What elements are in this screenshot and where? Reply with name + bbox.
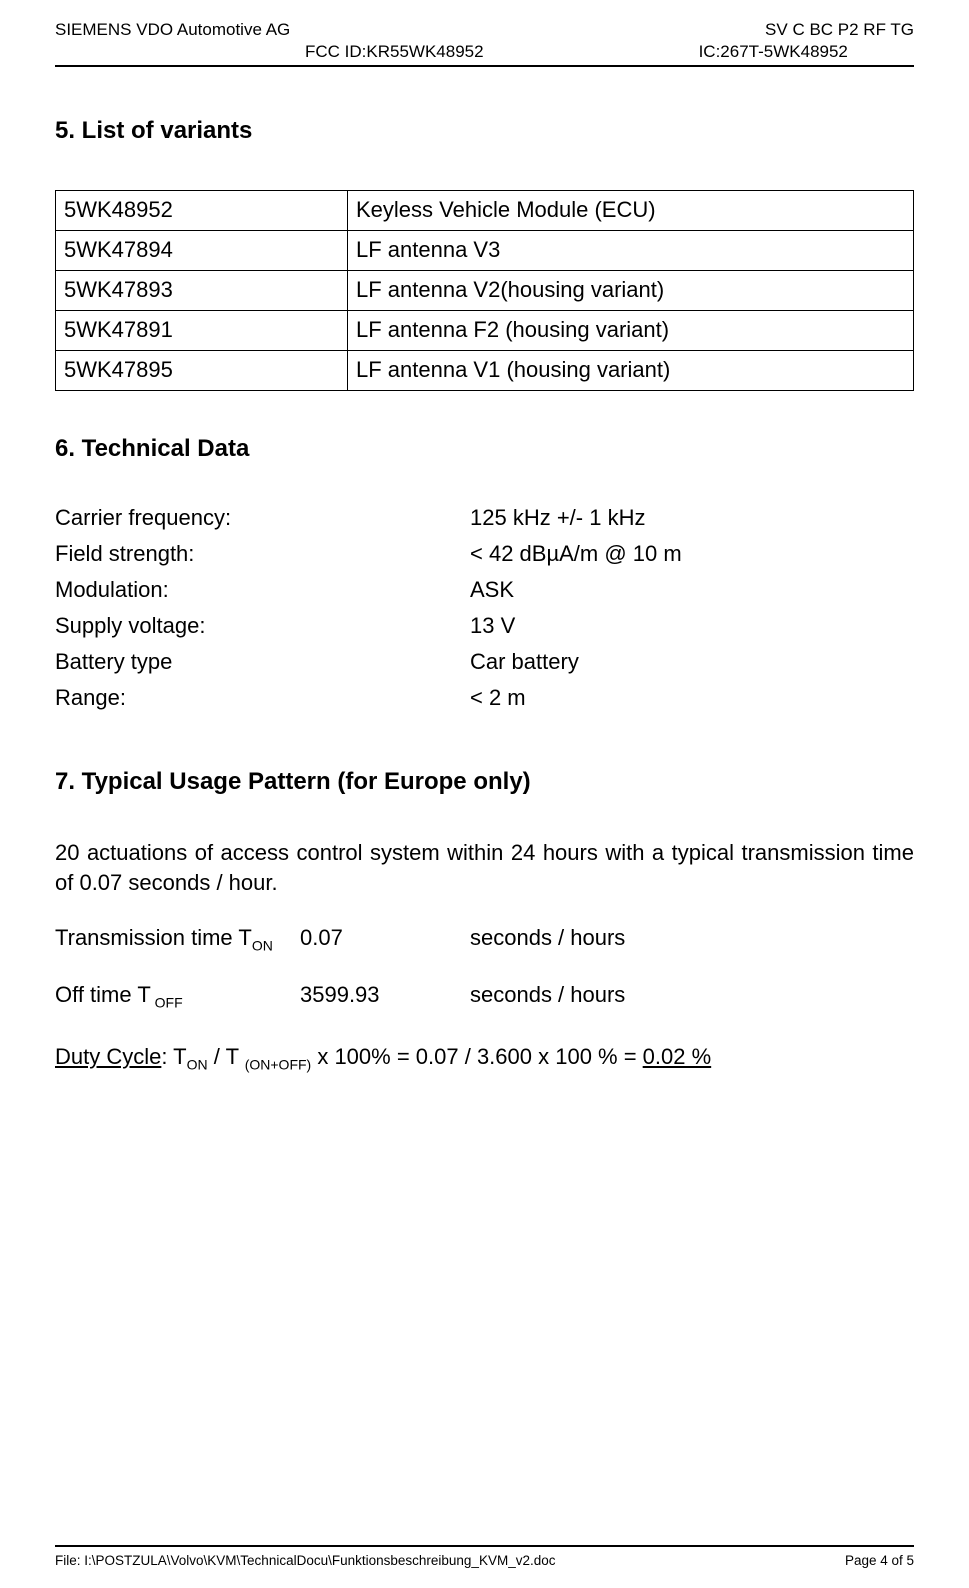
section5-title: 5. List of variants <box>55 117 914 145</box>
variant-code: 5WK47894 <box>56 231 348 271</box>
variant-desc: LF antenna F2 (housing variant) <box>348 311 914 351</box>
toff-unit: seconds / hours <box>470 982 625 1010</box>
duty-mid: x 100% = 0.07 / 3.600 x 100 % = <box>311 1044 642 1069</box>
tech-row: Field strength:< 42 dBµA/m @ 10 m <box>55 541 914 567</box>
table-row: 5WK47894LF antenna V3 <box>56 231 914 271</box>
variant-desc: LF antenna V1 (housing variant) <box>348 351 914 391</box>
toff-label: Off time T <box>55 982 151 1007</box>
header-ic: IC:267T-5WK48952 <box>699 42 848 62</box>
header-company: SIEMENS VDO Automotive AG <box>55 20 290 40</box>
page-header: SIEMENS VDO Automotive AG SV C BC P2 RF … <box>55 20 914 67</box>
ton-value: 0.07 <box>300 925 470 953</box>
tech-key: Battery type <box>55 649 470 675</box>
page-footer: File: I:\POSTZULA\Volvo\KVM\TechnicalDoc… <box>55 1545 914 1568</box>
duty-sub1: ON <box>187 1057 208 1073</box>
tech-val: < 2 m <box>470 685 526 711</box>
tech-row: Range:< 2 m <box>55 685 914 711</box>
duty-cycle-row: Duty Cycle: TON / T (ON+OFF) x 100% = 0.… <box>55 1044 914 1072</box>
duty-result: 0.02 % <box>643 1044 712 1069</box>
tech-row: Carrier frequency:125 kHz +/- 1 kHz <box>55 505 914 531</box>
table-row: 5WK47895LF antenna V1 (housing variant) <box>56 351 914 391</box>
ton-row: Transmission time TON 0.07 seconds / hou… <box>55 925 914 953</box>
variant-desc: LF antenna V2(housing variant) <box>348 271 914 311</box>
variants-table: 5WK48952Keyless Vehicle Module (ECU) 5WK… <box>55 190 914 391</box>
variant-code: 5WK48952 <box>56 191 348 231</box>
toff-value: 3599.93 <box>300 982 470 1010</box>
tech-data-block: Carrier frequency:125 kHz +/- 1 kHz Fiel… <box>55 505 914 711</box>
tech-val: 125 kHz +/- 1 kHz <box>470 505 645 531</box>
section6-title: 6. Technical Data <box>55 435 914 463</box>
tech-key: Range: <box>55 685 470 711</box>
tech-key: Carrier frequency: <box>55 505 470 531</box>
duty-colon: : T <box>161 1044 186 1069</box>
tech-val: Car battery <box>470 649 579 675</box>
table-row: 5WK48952Keyless Vehicle Module (ECU) <box>56 191 914 231</box>
tech-key: Modulation: <box>55 577 470 603</box>
tech-val: < 42 dBµA/m @ 10 m <box>470 541 682 567</box>
toff-row: Off time T OFF 3599.93 seconds / hours <box>55 982 914 1010</box>
footer-rule <box>55 1545 914 1547</box>
header-right: SV C BC P2 RF TG <box>765 20 914 40</box>
header-rule <box>55 65 914 67</box>
tech-key: Field strength: <box>55 541 470 567</box>
ton-label: Transmission time T <box>55 925 252 950</box>
usage-paragraph: 20 actuations of access control system w… <box>55 838 914 897</box>
ton-unit: seconds / hours <box>470 925 625 953</box>
variant-code: 5WK47891 <box>56 311 348 351</box>
variant-code: 5WK47895 <box>56 351 348 391</box>
header-fcc: FCC ID:KR55WK48952 <box>305 42 484 62</box>
tech-row: Battery typeCar battery <box>55 649 914 675</box>
tech-row: Modulation:ASK <box>55 577 914 603</box>
footer-file: File: I:\POSTZULA\Volvo\KVM\TechnicalDoc… <box>55 1553 555 1568</box>
table-row: 5WK47891LF antenna F2 (housing variant) <box>56 311 914 351</box>
tech-key: Supply voltage: <box>55 613 470 639</box>
variant-desc: Keyless Vehicle Module (ECU) <box>348 191 914 231</box>
duty-sep: / T <box>208 1044 245 1069</box>
ton-sub: ON <box>252 938 273 954</box>
toff-sub: OFF <box>151 994 183 1010</box>
tech-val: ASK <box>470 577 514 603</box>
variant-code: 5WK47893 <box>56 271 348 311</box>
section7-title: 7. Typical Usage Pattern (for Europe onl… <box>55 768 914 796</box>
table-row: 5WK47893LF antenna V2(housing variant) <box>56 271 914 311</box>
duty-label: Duty Cycle <box>55 1044 161 1069</box>
tech-val: 13 V <box>470 613 515 639</box>
tech-row: Supply voltage:13 V <box>55 613 914 639</box>
variant-desc: LF antenna V3 <box>348 231 914 271</box>
footer-page: Page 4 of 5 <box>845 1553 914 1568</box>
duty-sub2: (ON+OFF) <box>245 1057 312 1073</box>
